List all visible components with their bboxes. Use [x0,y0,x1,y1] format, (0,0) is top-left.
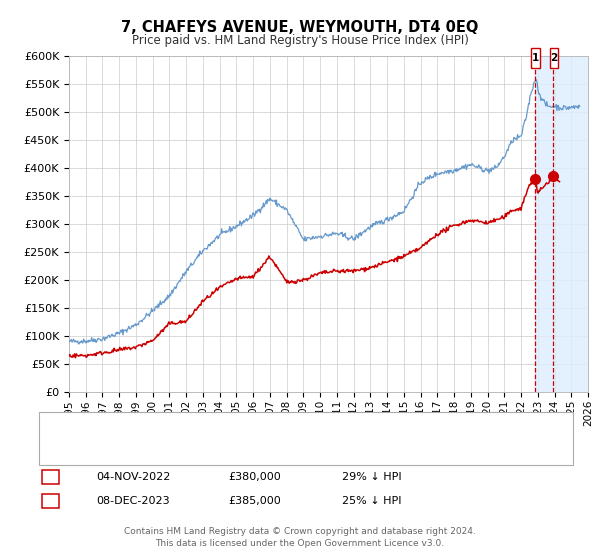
FancyBboxPatch shape [532,48,540,68]
Text: HPI: Average price, detached house, Dorset: HPI: Average price, detached house, Dors… [99,444,326,454]
Text: 25% ↓ HPI: 25% ↓ HPI [342,496,401,506]
Text: 2: 2 [47,496,54,506]
Text: 1: 1 [532,53,539,63]
Text: 2: 2 [550,53,557,63]
Text: £380,000: £380,000 [228,472,281,482]
Text: Price paid vs. HM Land Registry's House Price Index (HPI): Price paid vs. HM Land Registry's House … [131,34,469,46]
Text: 04-NOV-2022: 04-NOV-2022 [96,472,170,482]
Text: 1: 1 [47,472,54,482]
Text: £385,000: £385,000 [228,496,281,506]
Bar [535,56,588,392]
Text: 29% ↓ HPI: 29% ↓ HPI [342,472,401,482]
FancyBboxPatch shape [550,48,559,68]
Text: 08-DEC-2023: 08-DEC-2023 [96,496,170,506]
Text: 7, CHAFEYS AVENUE, WEYMOUTH, DT4 0EQ: 7, CHAFEYS AVENUE, WEYMOUTH, DT4 0EQ [121,20,479,35]
Text: 7, CHAFEYS AVENUE, WEYMOUTH, DT4 0EQ (detached house): 7, CHAFEYS AVENUE, WEYMOUTH, DT4 0EQ (de… [99,423,420,433]
Text: Contains HM Land Registry data © Crown copyright and database right 2024.: Contains HM Land Registry data © Crown c… [124,528,476,536]
Text: This data is licensed under the Open Government Licence v3.0.: This data is licensed under the Open Gov… [155,539,445,548]
